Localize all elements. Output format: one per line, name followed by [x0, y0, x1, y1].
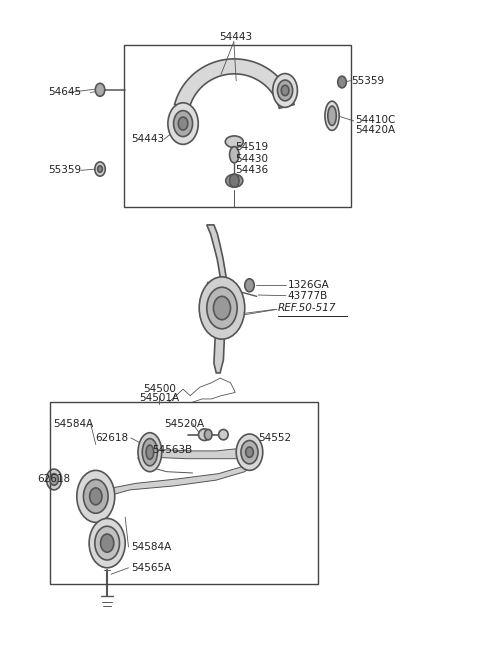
Circle shape	[174, 111, 192, 136]
Text: 54645: 54645	[48, 87, 81, 98]
Text: 43777B: 43777B	[288, 291, 328, 301]
Ellipse shape	[325, 101, 339, 130]
Circle shape	[95, 162, 105, 176]
Circle shape	[245, 279, 254, 291]
Circle shape	[207, 288, 237, 329]
Text: 62618: 62618	[96, 433, 129, 443]
Ellipse shape	[225, 136, 243, 147]
Polygon shape	[138, 443, 257, 458]
Circle shape	[84, 479, 108, 514]
Circle shape	[273, 73, 298, 107]
Polygon shape	[207, 225, 227, 282]
Text: 54584A: 54584A	[131, 542, 171, 552]
Circle shape	[229, 174, 239, 187]
Text: REF.50-517: REF.50-517	[278, 303, 336, 313]
Polygon shape	[83, 456, 257, 508]
Text: 54443: 54443	[219, 31, 252, 42]
Text: 54443: 54443	[131, 134, 164, 144]
Ellipse shape	[328, 106, 336, 126]
Polygon shape	[208, 282, 235, 335]
Ellipse shape	[229, 147, 239, 163]
Circle shape	[95, 526, 120, 560]
Polygon shape	[214, 328, 225, 373]
Text: 54563B: 54563B	[153, 445, 193, 455]
Circle shape	[241, 441, 258, 464]
Text: 54519: 54519	[235, 142, 268, 152]
Circle shape	[199, 277, 245, 339]
Circle shape	[77, 470, 115, 522]
Text: 55359: 55359	[351, 76, 384, 86]
Circle shape	[47, 469, 61, 490]
Text: 54436: 54436	[235, 165, 268, 176]
Circle shape	[246, 447, 253, 457]
Text: 54520A: 54520A	[164, 419, 204, 428]
Ellipse shape	[219, 430, 228, 440]
Circle shape	[338, 76, 346, 88]
Circle shape	[281, 85, 289, 96]
Circle shape	[97, 166, 102, 172]
Circle shape	[89, 519, 125, 568]
Circle shape	[179, 117, 188, 130]
Circle shape	[214, 296, 230, 320]
Circle shape	[168, 103, 198, 144]
Circle shape	[100, 534, 114, 552]
Text: 54552: 54552	[258, 433, 291, 443]
Circle shape	[204, 430, 212, 440]
Ellipse shape	[199, 429, 210, 441]
Text: 54565A: 54565A	[131, 563, 171, 572]
Ellipse shape	[142, 439, 157, 466]
Text: 54410C: 54410C	[355, 115, 395, 124]
Text: 54500: 54500	[143, 384, 176, 394]
Text: 54430: 54430	[235, 154, 268, 164]
Text: 54420A: 54420A	[355, 125, 395, 135]
PathPatch shape	[175, 59, 294, 108]
Circle shape	[236, 434, 263, 470]
Text: 54501A: 54501A	[139, 393, 180, 403]
Circle shape	[96, 83, 105, 96]
Circle shape	[50, 474, 58, 485]
Ellipse shape	[146, 445, 154, 459]
Text: 54584A: 54584A	[53, 419, 93, 428]
Text: 1326GA: 1326GA	[288, 280, 329, 290]
Circle shape	[90, 488, 102, 505]
Ellipse shape	[226, 174, 243, 187]
Circle shape	[277, 80, 293, 101]
Text: 55359: 55359	[48, 165, 81, 176]
Ellipse shape	[138, 433, 162, 472]
Text: 62618: 62618	[37, 474, 70, 485]
